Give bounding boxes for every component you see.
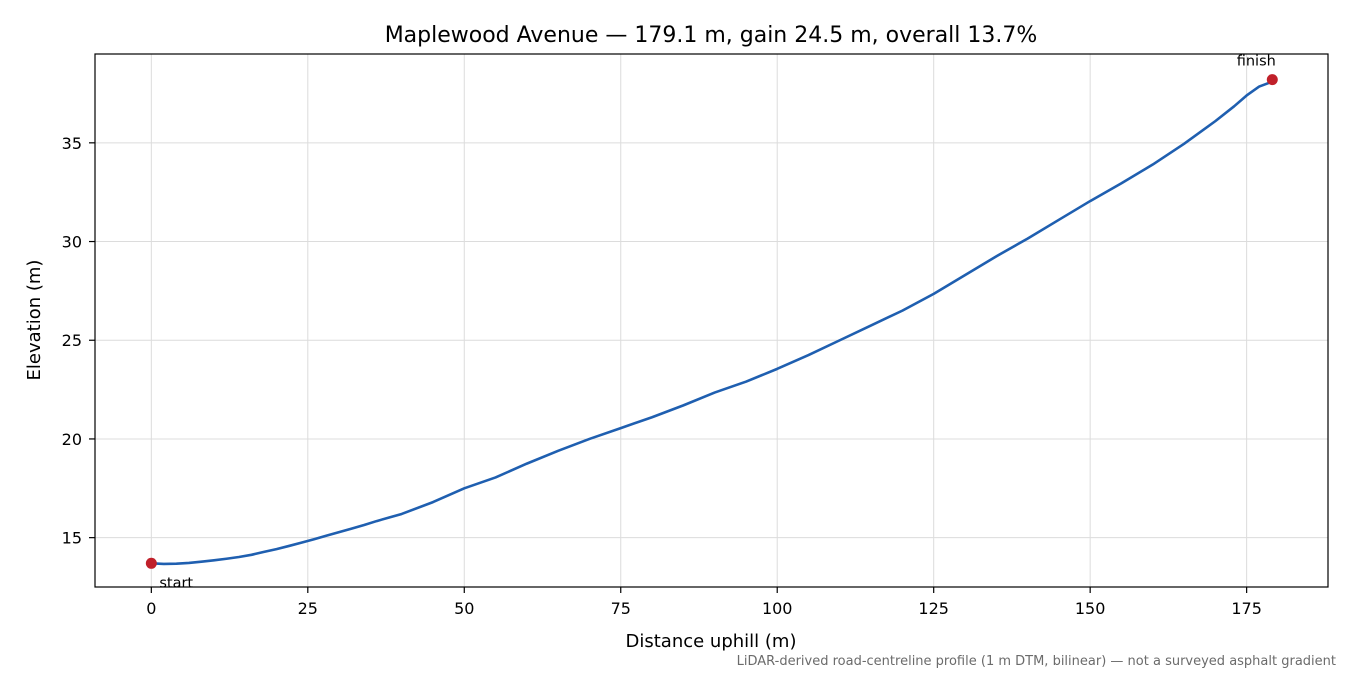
- x-axis: 0 25 50 75 100 125 150 175: [146, 587, 1262, 618]
- x-tick-label: 100: [762, 599, 793, 618]
- y-axis-label: Elevation (m): [24, 260, 45, 381]
- elevation-profile-line: [150, 80, 1274, 566]
- y-tick-label: 25: [62, 331, 82, 350]
- x-tick-label: 25: [298, 599, 318, 618]
- plot-frame: [94, 53, 1329, 588]
- y-tick-label: 15: [62, 529, 82, 548]
- chart-title: Maplewood Avenue — 179.1 m, gain 24.5 m,…: [385, 23, 1038, 48]
- finish-marker: [1266, 74, 1278, 86]
- finish-label: finish: [1237, 54, 1276, 70]
- x-tick-label: 50: [454, 599, 474, 618]
- footnote: LiDAR-derived road-centreline profile (1…: [737, 654, 1336, 669]
- x-tick-label: 150: [1075, 599, 1106, 618]
- start-label: start: [159, 575, 193, 591]
- y-tick-label: 20: [62, 430, 82, 449]
- series-layer: [150, 80, 1274, 566]
- marker-layer: start finish: [145, 54, 1278, 591]
- y-tick-label: 35: [62, 134, 82, 153]
- x-axis-label: Distance uphill (m): [626, 631, 797, 652]
- grid: [95, 54, 1328, 587]
- x-tick-label: 125: [918, 599, 949, 618]
- x-tick-label: 75: [611, 599, 631, 618]
- start-marker: [145, 557, 157, 569]
- x-tick-label: 175: [1231, 599, 1262, 618]
- y-axis: 15 20 25 30 35: [62, 134, 95, 548]
- y-tick-label: 30: [62, 233, 82, 252]
- x-tick-label: 0: [146, 599, 156, 618]
